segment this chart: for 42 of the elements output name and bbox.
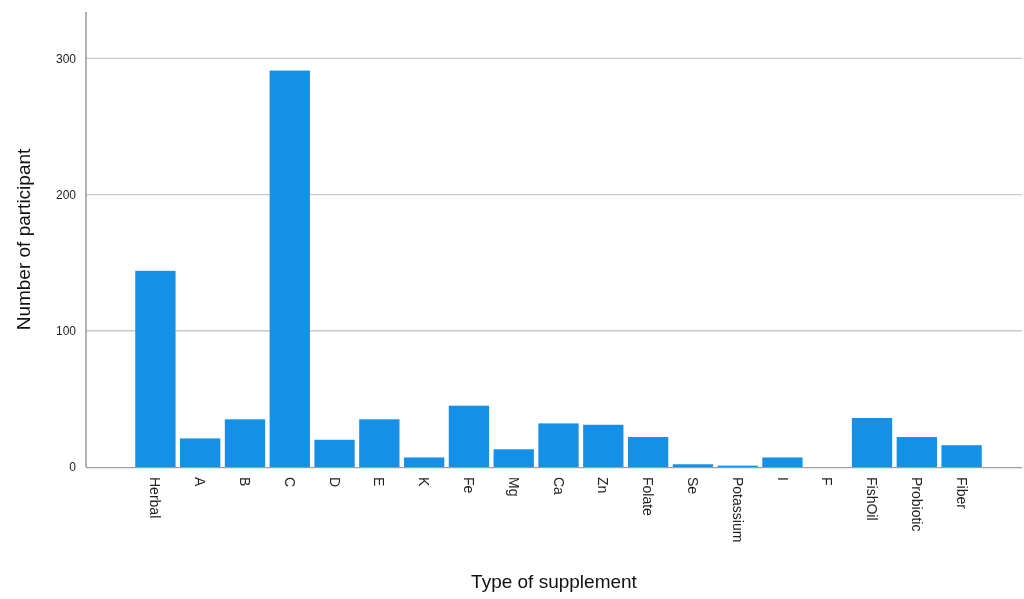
x-tick-label: Zn [595,477,612,494]
bar [180,438,221,467]
x-tick-label: Folate [640,477,657,517]
x-tick-label: Se [684,477,701,495]
x-tick-label: Ca [550,477,567,496]
bar [762,457,803,467]
x-tick-label: F [819,477,836,486]
x-tick-label: K [416,477,433,487]
bar [448,405,490,467]
bar [403,457,445,467]
y-tick-label: 300 [55,51,77,66]
x-tick-label: Fe [461,477,478,494]
x-tick-label: Fiber [953,477,970,510]
bar [493,449,534,467]
x-tick-label: FishOil [864,477,881,521]
bar [627,437,669,467]
y-tick-label: 0 [69,460,77,475]
x-tick-label: Herbal [147,477,164,519]
bar [851,417,893,467]
bar [583,424,624,467]
y-axis-title: Number of participant [13,147,34,331]
x-axis-title: Type of supplement [471,571,638,592]
x-tick-label: E [371,477,388,487]
y-tick-label: 100 [55,323,77,338]
x-tick-label: B [237,477,254,487]
x-tick-label: Probiotic [908,477,925,532]
bar [896,437,937,467]
bar [135,270,176,467]
bar [941,445,982,467]
bar [538,423,579,467]
bar [672,464,714,467]
x-tick-label: Potassium [729,477,746,543]
x-tick-label: C [281,477,298,488]
x-tick-label: D [326,477,343,488]
bar [224,419,266,467]
x-tick-label: I [774,477,791,481]
x-tick-label: Mg [505,477,522,497]
bar [314,439,355,467]
y-tick-label: 200 [55,187,77,202]
bar [359,419,400,467]
x-tick-label: A [192,477,209,487]
bar [269,70,310,467]
